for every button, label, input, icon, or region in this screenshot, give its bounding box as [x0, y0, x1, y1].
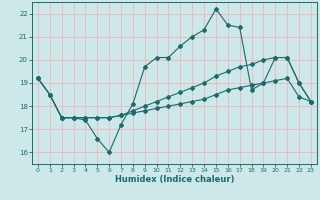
X-axis label: Humidex (Indice chaleur): Humidex (Indice chaleur) [115, 175, 234, 184]
